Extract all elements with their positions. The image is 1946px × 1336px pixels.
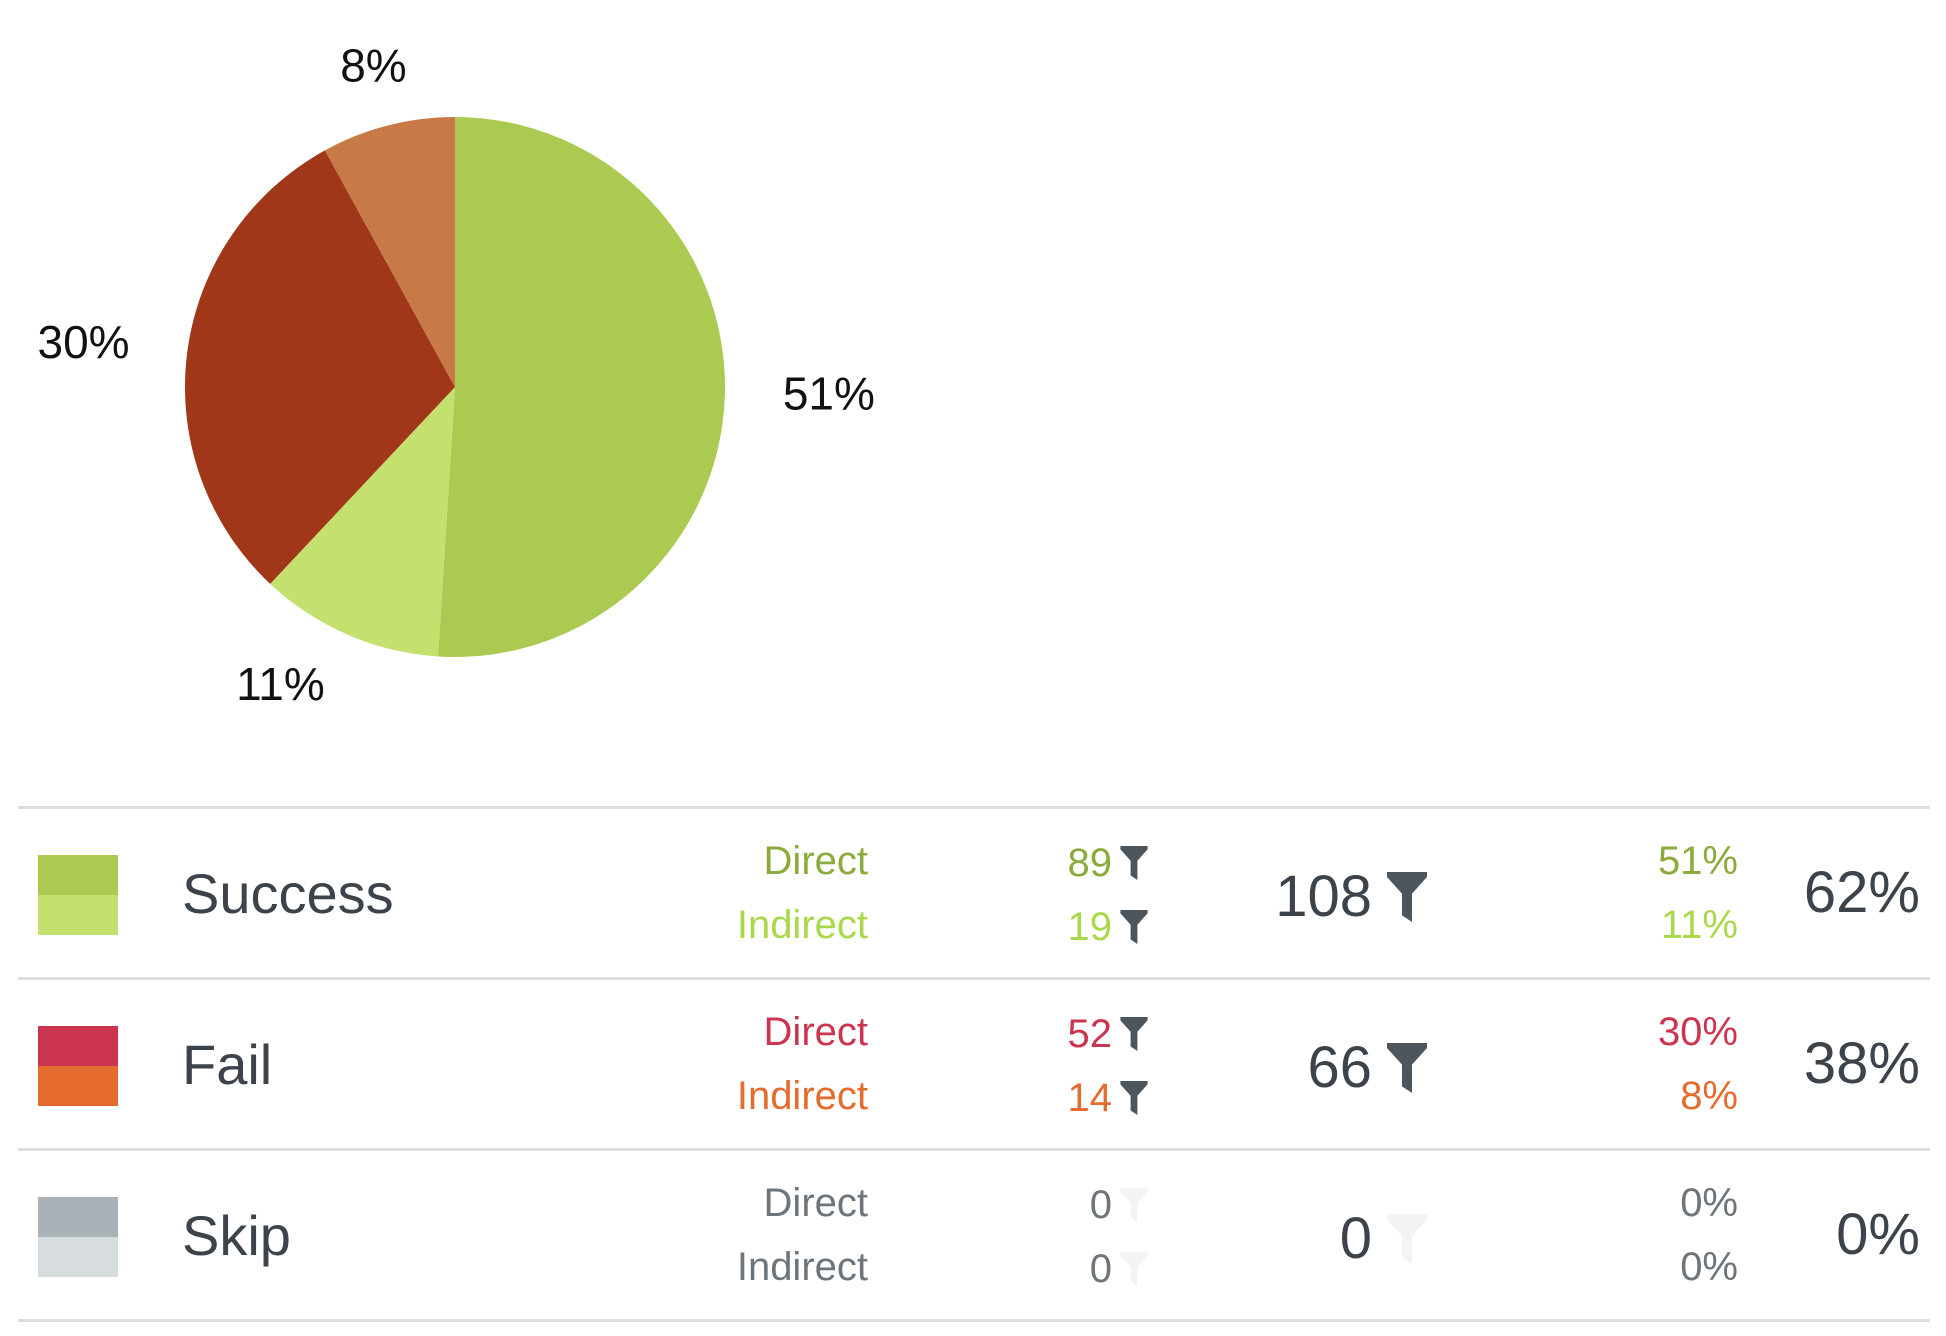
fail-indirect-label: Indirect [736,1074,868,1118]
skip-direct-label: Direct [763,1181,868,1225]
skip-indirect-count-cell: 0 [948,1235,1148,1299]
filter-icon [1120,1188,1148,1223]
skip-indirect-label: Indirect [736,1245,868,1289]
skip-total-percent: 0% [1836,1202,1920,1267]
success-total-count: 108 [1275,863,1372,929]
skip-sub-labels: Direct Indirect [578,1171,868,1299]
skip-label: Skip [182,1204,291,1267]
result-row-skip: Skip Direct Indirect 0 0 0 0% 0% 0% [18,1151,1930,1322]
skip-direct-count-cell: 0 [948,1171,1148,1235]
fail-label: Fail [182,1033,273,1096]
success-indirect-count-cell: 19 [948,893,1148,957]
success-sub-percents: 51% 11% [1558,829,1738,957]
pie-slice-label: 30% [38,316,130,368]
fail-color-swatch [38,1026,118,1106]
skip-indirect-percent: 0% [1680,1245,1738,1289]
results-table: Success Direct Indirect 89 19 108 51% 11… [18,806,1930,1322]
success-color-swatch [38,855,118,935]
pie-slice-label: 8% [340,39,406,91]
result-row-fail: Fail Direct Indirect 52 14 66 30% 8% 38% [18,980,1930,1151]
pie-slice [324,117,455,387]
filter-icon[interactable] [1386,871,1428,922]
success-indirect-swatch [38,895,118,935]
success-direct-percent: 51% [1657,839,1738,883]
success-direct-count-cell: 89 [948,829,1148,893]
pie-slice [438,117,726,658]
skip-direct-percent: 0% [1680,1181,1738,1225]
filter-icon[interactable] [1386,1042,1428,1093]
fail-total-count: 66 [1307,1034,1372,1100]
success-total-percent: 62% [1803,860,1920,925]
fail-total-percent: 38% [1803,1031,1920,1096]
skip-indirect-count: 0 [1089,1247,1112,1292]
fail-total-count-cell: 66 [1148,1024,1428,1108]
filter-icon[interactable] [1120,1017,1148,1052]
pie-chart: 51% 11% 30% 8% [38,39,875,710]
success-label: Success [182,862,394,925]
success-direct-count: 89 [1067,841,1113,886]
fail-direct-label: Direct [763,1010,868,1054]
skip-direct-swatch [38,1197,118,1237]
success-direct-swatch [38,855,118,895]
fail-indirect-count-cell: 14 [948,1064,1148,1128]
skip-direct-count: 0 [1089,1183,1112,1228]
result-row-success: Success Direct Indirect 89 19 108 51% 11… [18,809,1930,980]
filter-icon[interactable] [1120,846,1148,881]
success-total-count-cell: 108 [1148,853,1428,937]
fail-direct-count-cell: 52 [948,1000,1148,1064]
filter-icon [1120,1252,1148,1287]
success-sub-counts: 89 19 [948,829,1148,957]
fail-sub-labels: Direct Indirect [578,1000,868,1128]
pie-slice [270,387,455,657]
pie-slice-label: 51% [783,367,875,419]
filter-icon[interactable] [1120,1081,1148,1116]
pie-slice-label: 11% [236,658,325,710]
success-direct-label: Direct [763,839,868,883]
fail-direct-swatch [38,1026,118,1066]
skip-sub-counts: 0 0 [948,1171,1148,1299]
skip-indirect-swatch [38,1237,118,1277]
fail-indirect-count: 14 [1067,1076,1113,1121]
fail-indirect-swatch [38,1066,118,1106]
skip-total-count: 0 [1339,1205,1372,1271]
skip-total-count-cell: 0 [1148,1195,1428,1279]
skip-sub-percents: 0% 0% [1558,1171,1738,1299]
fail-direct-count: 52 [1067,1012,1113,1057]
success-sub-labels: Direct Indirect [578,829,868,957]
skip-color-swatch [38,1197,118,1277]
success-indirect-label: Indirect [736,903,868,947]
success-indirect-percent: 11% [1660,903,1738,947]
pie-slice [184,150,455,584]
fail-indirect-percent: 8% [1680,1074,1738,1118]
filter-icon [1386,1213,1428,1264]
fail-sub-percents: 30% 8% [1558,1000,1738,1128]
fail-direct-percent: 30% [1657,1010,1738,1054]
success-indirect-count: 19 [1067,905,1113,950]
fail-sub-counts: 52 14 [948,1000,1148,1128]
filter-icon[interactable] [1120,910,1148,945]
